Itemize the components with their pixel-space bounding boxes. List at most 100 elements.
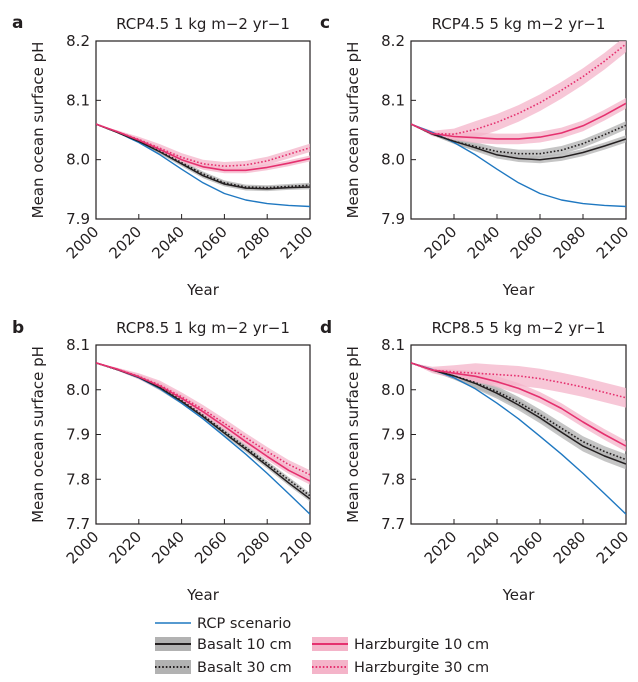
x-tick-label: 2060 — [191, 528, 231, 568]
series-line-rcp-scenario — [411, 362, 626, 515]
y-tick-label: 7.9 — [66, 426, 90, 444]
band-basalt-30-cm — [411, 121, 626, 158]
band-basalt-10-cm — [96, 124, 310, 192]
y-tick-label: 8.0 — [66, 381, 90, 399]
y-tick-label: 8.1 — [381, 91, 405, 109]
legend-item-basalt10: Basalt 10 cm — [155, 637, 292, 653]
series-line-rcp-scenario — [96, 362, 310, 515]
y-axis-label: Mean ocean surface pH — [344, 346, 362, 523]
legend-label: Basalt 10 cm — [197, 637, 292, 653]
panel-title: RCP4.5 1 kg m−2 yr−1 — [116, 15, 290, 33]
x-tick-label: 2060 — [507, 528, 547, 568]
legend-item-harz10: Harzburgite 10 cm — [312, 637, 489, 653]
series-line-harzburgite-10-cm — [411, 102, 626, 140]
x-tick-label: 2040 — [148, 528, 188, 568]
series-line-basalt-30-cm — [411, 123, 626, 155]
x-axis-label: Year — [186, 586, 220, 604]
x-tick-label: 2100 — [277, 528, 317, 568]
y-axis-label: Mean ocean surface pH — [29, 346, 47, 523]
plot-frame — [410, 40, 627, 220]
panel-title: RCP8.5 1 kg m−2 yr−1 — [116, 319, 290, 337]
chart-panel-a: a RCP4.5 1 kg m−2 yr−1 7.9 8.0 8.1 8.2 2000 202… — [12, 13, 316, 299]
series-line-basalt-10-cm — [96, 123, 310, 190]
y-tick-label: 8.2 — [66, 32, 90, 50]
plot-area — [96, 362, 310, 515]
y-axis-label: Mean ocean surface pH — [344, 42, 362, 219]
x-tick-label: 2060 — [507, 223, 547, 263]
y-tick-label: 7.7 — [381, 515, 405, 533]
x-tick-label: 2000 — [63, 528, 103, 568]
band-harzburgite-10-cm — [96, 362, 310, 485]
y-tick-label: 8.1 — [381, 336, 405, 354]
x-tick-label: 2000 — [63, 223, 103, 263]
y-axis-label: Mean ocean surface pH — [29, 42, 47, 219]
band-basalt-10-cm — [411, 124, 626, 164]
band-basalt-30-cm — [96, 362, 310, 499]
plot-area — [411, 362, 626, 515]
panel-title: RCP8.5 5 kg m−2 yr−1 — [432, 319, 606, 337]
x-tick-label: 2020 — [106, 223, 146, 263]
legend-label: Harzburgite 10 cm — [354, 637, 489, 653]
legend-item-rcp: RCP scenario — [155, 616, 291, 632]
x-tick-label: 2040 — [148, 223, 188, 263]
x-tick-label: 2020 — [421, 528, 461, 568]
y-tick-label: 8.0 — [381, 381, 405, 399]
series-line-basalt-10-cm — [411, 123, 626, 161]
band-basalt-10-cm — [96, 362, 310, 502]
legend: RCP scenario Basalt 10 cm Basalt 30 cm Harz… — [155, 616, 489, 676]
plot-frame — [95, 40, 311, 220]
chart-panel-b: b RCP8.5 1 kg m−2 yr−1 7.7 7.8 7.9 8.0 8.1 2000… — [12, 318, 316, 604]
legend-label: Harzburgite 30 cm — [354, 660, 489, 676]
y-tick-label: 8.1 — [66, 91, 90, 109]
y-tick-label: 8.1 — [66, 336, 90, 354]
x-tick-label: 2060 — [191, 223, 231, 263]
x-tick-label: 2020 — [106, 528, 146, 568]
band-harzburgite-30-cm — [96, 124, 310, 171]
x-tick-label: 2040 — [464, 528, 504, 568]
series-line-basalt-10-cm — [96, 362, 310, 500]
band-harzburgite-30-cm — [96, 362, 310, 480]
x-tick-label: 2080 — [550, 528, 590, 568]
x-axis-label: Year — [502, 281, 536, 299]
x-tick-label: 2100 — [593, 528, 633, 568]
band-harzburgite-30-cm — [411, 41, 626, 140]
y-tick-label: 7.7 — [66, 515, 90, 533]
plot-area — [96, 123, 310, 208]
x-axis-label: Year — [502, 586, 536, 604]
panel-letter: a — [12, 13, 23, 33]
y-tick-label: 8.2 — [381, 32, 405, 50]
series-line-harzburgite-30-cm — [96, 362, 310, 476]
y-tick-label: 7.9 — [381, 210, 405, 228]
band-basalt-10-cm — [411, 362, 626, 470]
series-line-basalt-30-cm — [96, 123, 310, 189]
y-tick-label: 7.8 — [381, 470, 405, 488]
panel-letter: d — [320, 318, 332, 338]
legend-item-harz30: Harzburgite 30 cm — [312, 660, 489, 676]
panel-title: RCP4.5 5 kg m−2 yr−1 — [432, 15, 606, 33]
chart-panel-d: d RCP8.5 5 kg m−2 yr−1 7.7 7.8 7.9 8.0 8.1 2020… — [320, 318, 632, 604]
y-tick-label: 8.0 — [381, 151, 405, 169]
chart-panel-c: c RCP4.5 5 kg m−2 yr−1 7.9 8.0 8.1 8.2 2020 204… — [320, 13, 632, 299]
legend-item-basalt30: Basalt 30 cm — [155, 660, 292, 676]
plot-area — [411, 41, 626, 208]
series-line-basalt-30-cm — [411, 362, 626, 461]
series-line-harzburgite-30-cm — [411, 362, 626, 399]
y-tick-label: 7.8 — [66, 470, 90, 488]
legend-label: Basalt 30 cm — [197, 660, 292, 676]
panel-letter: b — [12, 318, 24, 338]
series-line-harzburgite-30-cm — [411, 43, 626, 135]
legend-label: RCP scenario — [197, 616, 291, 632]
y-tick-label: 7.9 — [66, 210, 90, 228]
y-tick-label: 7.9 — [381, 426, 405, 444]
band-harzburgite-10-cm — [411, 98, 626, 145]
x-tick-label: 2100 — [593, 223, 633, 263]
x-axis-label: Year — [186, 281, 220, 299]
x-tick-label: 2020 — [421, 223, 461, 263]
panel-letter: c — [320, 13, 330, 33]
series-line-harzburgite-10-cm — [96, 362, 310, 482]
x-tick-label: 2080 — [550, 223, 590, 263]
x-tick-label: 2040 — [464, 223, 504, 263]
y-tick-label: 8.0 — [66, 151, 90, 169]
series-line-harzburgite-10-cm — [411, 362, 626, 447]
